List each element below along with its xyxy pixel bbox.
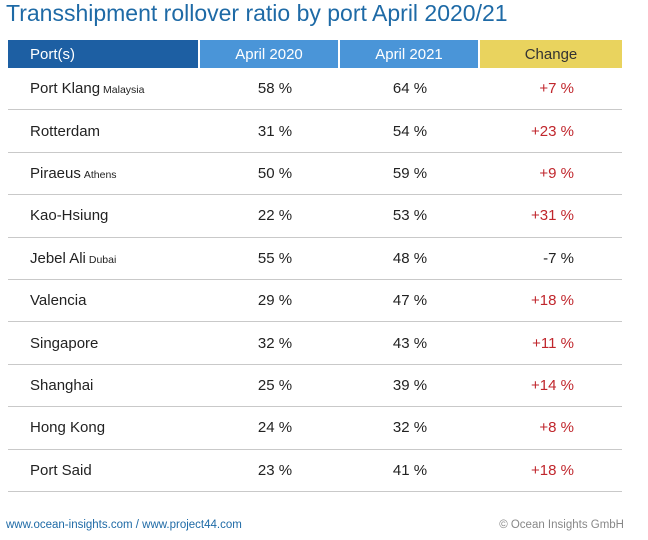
column-header: Change xyxy=(480,40,622,68)
change-cell: -7 % xyxy=(543,249,574,267)
table-row: Shanghai 25 % 39 % +14 % xyxy=(8,365,622,408)
port-name: Jebel Ali xyxy=(30,249,86,267)
port-name: Rotterdam xyxy=(30,122,101,140)
port-cell: Valencia xyxy=(8,292,200,309)
april-2020-cell: 29 % xyxy=(257,292,293,310)
april-2020-cell: 22 % xyxy=(257,207,293,225)
table: Port(s) April 2020 April 2021 Change Por… xyxy=(8,40,622,492)
table-row: Piraeus Athens 50 % 59 % +9 % xyxy=(8,153,622,196)
footer-links: www.ocean-insights.com / www.project44.c… xyxy=(6,519,242,531)
april-2020-cell: 24 % xyxy=(257,419,293,437)
port-note: Athens xyxy=(83,168,117,181)
april-2020-cell: 55 % xyxy=(257,249,293,267)
port-name: Hong Kong xyxy=(30,419,106,437)
port-cell: Piraeus Athens xyxy=(8,165,200,182)
april-2021-cell: 43 % xyxy=(392,334,428,352)
table-body: Port Klang Malaysia 58 % 64 % +7 % Rotterdam 3… xyxy=(8,68,622,492)
column-header: April 2021 xyxy=(340,40,480,68)
title: Transshipment rollover ratio by port Apr… xyxy=(6,0,508,26)
table-header: Port(s) April 2020 April 2021 Change xyxy=(8,40,622,68)
change-cell: +18 % xyxy=(531,461,574,479)
port-cell: Kao-Hsiung xyxy=(8,207,200,224)
port-cell: Shanghai xyxy=(8,377,200,394)
april-2020-cell: 50 % xyxy=(257,164,293,182)
april-2020-cell: 23 % xyxy=(257,461,293,479)
column-header: April 2020 xyxy=(200,40,340,68)
port-name: Kao-Hsiung xyxy=(30,207,109,225)
table-row: Singapore 32 % 43 % +11 % xyxy=(8,322,622,365)
april-2020-cell: 58 % xyxy=(257,80,293,98)
port-name: Port Klang xyxy=(30,80,101,98)
change-cell: +8 % xyxy=(539,419,574,437)
april-2021-cell: 41 % xyxy=(392,461,428,479)
april-2020-cell: 31 % xyxy=(257,122,293,140)
change-cell: +31 % xyxy=(531,207,574,225)
april-2021-cell: 47 % xyxy=(392,292,428,310)
change-cell: +23 % xyxy=(531,122,574,140)
port-name: Valencia xyxy=(30,292,87,310)
april-2021-cell: 59 % xyxy=(392,164,428,182)
table-row: Valencia 29 % 47 % +18 % xyxy=(8,280,622,323)
column-header: Port(s) xyxy=(8,40,200,68)
table-row: Jebel Ali Dubai 55 % 48 % -7 % xyxy=(8,238,622,280)
april-2021-cell: 39 % xyxy=(392,376,428,394)
port-name: Piraeus xyxy=(30,164,81,182)
port-name: Singapore xyxy=(30,334,99,352)
table-row: Kao-Hsiung 22 % 53 % +31 % xyxy=(8,195,622,238)
table-row: Hong Kong 24 % 32 % +8 % xyxy=(8,407,622,450)
port-cell: Hong Kong xyxy=(8,419,200,436)
table-row: Rotterdam 31 % 54 % +23 % xyxy=(8,110,622,153)
april-2021-cell: 54 % xyxy=(392,122,428,140)
port-cell: Rotterdam xyxy=(8,123,200,140)
copyright: © Ocean Insights GmbH xyxy=(499,519,624,531)
april-2020-cell: 25 % xyxy=(257,376,293,394)
april-2021-cell: 48 % xyxy=(392,249,428,267)
port-note: Malaysia xyxy=(103,84,145,97)
april-2021-cell: 32 % xyxy=(392,419,428,437)
table-row: Port Said 23 % 41 % +18 % xyxy=(8,450,622,492)
april-2021-cell: 53 % xyxy=(392,207,428,225)
table-row: Port Klang Malaysia 58 % 64 % +7 % xyxy=(8,68,622,111)
port-cell: Singapore xyxy=(8,335,200,352)
change-cell: +11 % xyxy=(532,334,574,352)
port-name: Shanghai xyxy=(30,376,94,394)
port-note: Dubai xyxy=(88,253,117,266)
change-cell: +9 % xyxy=(539,164,574,182)
port-cell: Jebel Ali Dubai xyxy=(8,250,200,267)
change-cell: +7 % xyxy=(539,80,574,98)
april-2021-cell: 64 % xyxy=(392,80,428,98)
change-cell: +18 % xyxy=(531,292,574,310)
port-cell: Port Klang Malaysia xyxy=(8,80,200,97)
port-name: Port Said xyxy=(30,461,92,479)
change-cell: +14 % xyxy=(531,376,574,394)
port-cell: Port Said xyxy=(8,462,200,479)
april-2020-cell: 32 % xyxy=(257,334,293,352)
